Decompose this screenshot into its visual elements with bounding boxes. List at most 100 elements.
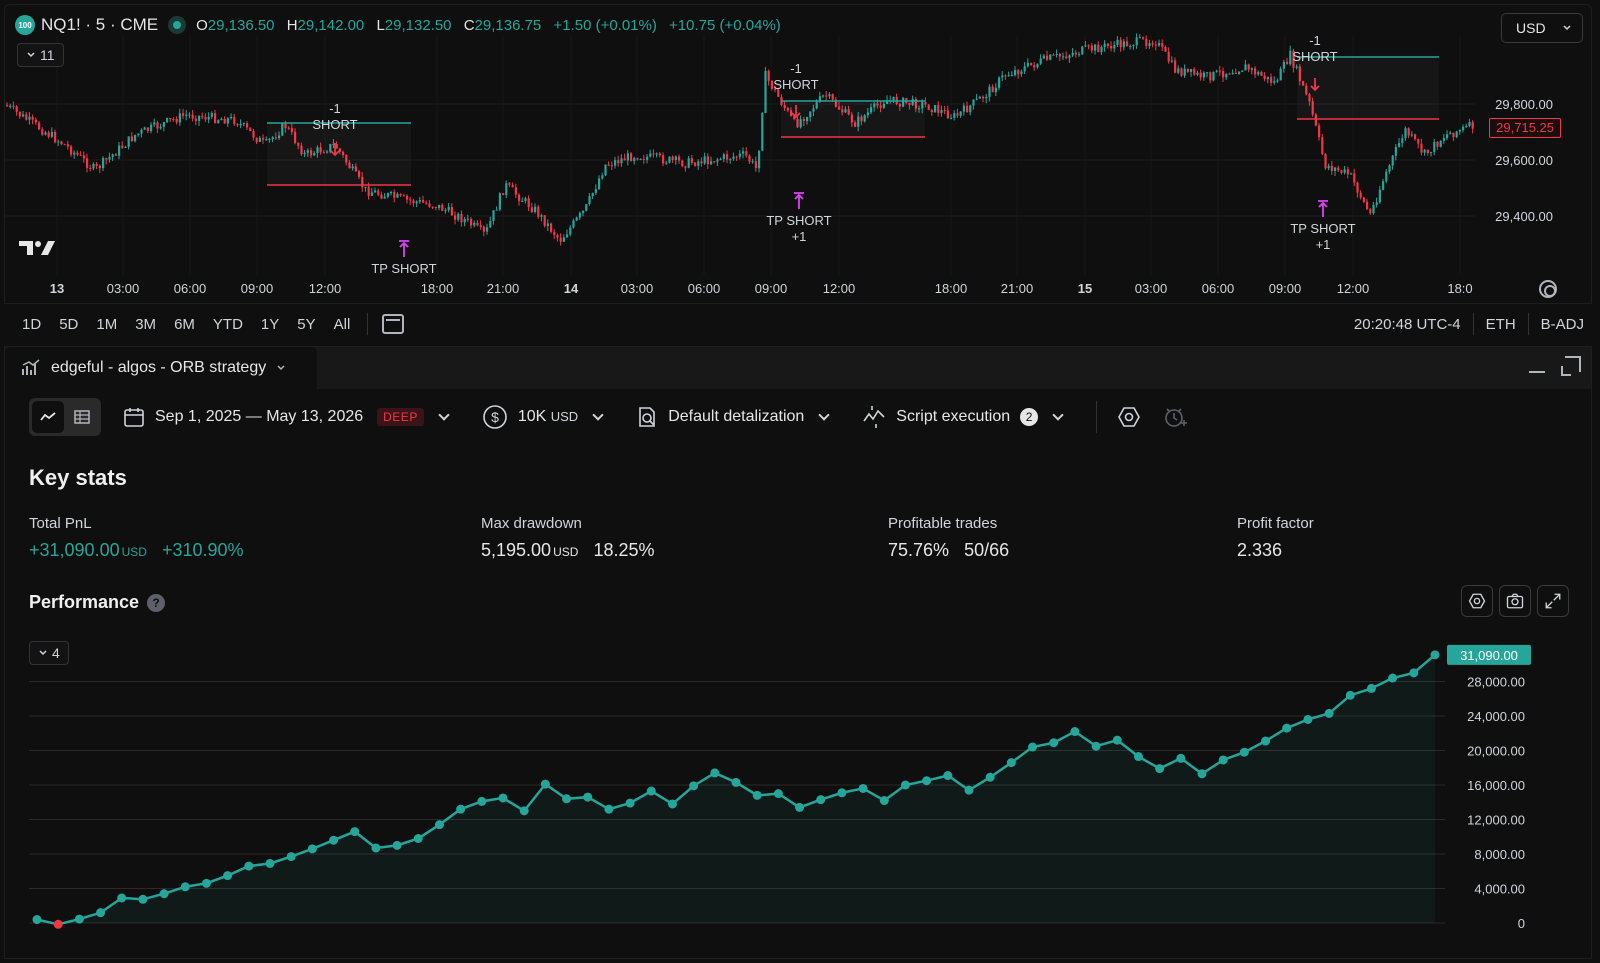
axis-settings-icon[interactable] bbox=[1539, 280, 1557, 298]
goto-date-icon[interactable] bbox=[382, 314, 405, 334]
symbol-name[interactable]: NQ1! · 5 · CME bbox=[41, 15, 159, 34]
tf-6m[interactable]: 6M bbox=[174, 315, 195, 333]
clock-display[interactable]: 20:20:48 UTC-4 bbox=[1353, 315, 1461, 333]
indicators-collapse-button[interactable]: 11 bbox=[17, 43, 64, 67]
chart-view-button[interactable] bbox=[32, 401, 64, 433]
chart-settings-button[interactable] bbox=[1461, 585, 1493, 617]
time-axis-label: 12:00 bbox=[309, 281, 342, 296]
performance-chart[interactable]: 0 4,000.00 8,000.00 12,000.00 16,000.00 20,00… bbox=[5, 627, 1593, 960]
stat-values: 75.76% 50/66 bbox=[888, 540, 1009, 561]
toolbar-divider bbox=[1096, 401, 1098, 433]
time-axis-label: 15 bbox=[1078, 281, 1092, 296]
candle-body bbox=[463, 218, 466, 223]
tf-5d[interactable]: 5D bbox=[59, 315, 79, 333]
candle-body bbox=[1078, 54, 1081, 56]
exit-qty-label: +1 bbox=[792, 229, 807, 244]
table-view-button[interactable] bbox=[66, 401, 98, 433]
strategy-tester-panel: edgeful - algos - ORB strategy Sep 1, 20… bbox=[4, 346, 1592, 959]
tf-all[interactable]: All bbox=[333, 315, 351, 333]
currency-select[interactable]: USD bbox=[1501, 13, 1583, 43]
candle-body bbox=[1103, 43, 1106, 48]
panel-tab-bar: edgeful - algos - ORB strategy bbox=[5, 347, 1591, 389]
tradingview-logo-icon[interactable] bbox=[19, 239, 55, 257]
snapshot-button[interactable] bbox=[1499, 585, 1531, 617]
equity-point bbox=[1409, 668, 1419, 678]
settings-hex-icon[interactable] bbox=[1115, 403, 1143, 431]
candle-body bbox=[793, 115, 796, 119]
high-value: 29,142.00 bbox=[297, 16, 365, 34]
candle-body bbox=[934, 105, 937, 113]
candle-body bbox=[79, 154, 82, 156]
candle-body bbox=[297, 142, 300, 146]
candle-body bbox=[748, 155, 751, 162]
equity-point bbox=[752, 790, 762, 800]
price-chart-pane[interactable]: -1 SHORT TP SHORT -1 SHORT TP SHORT +1 -1 SHORT T… bbox=[4, 4, 1592, 304]
performance-collapse-button[interactable]: 4 bbox=[29, 641, 69, 665]
minimize-icon[interactable] bbox=[1529, 371, 1545, 373]
candle-body bbox=[1215, 70, 1218, 72]
candle-body bbox=[767, 70, 770, 81]
time-axis-label: 12:00 bbox=[823, 281, 856, 296]
tf-ytd[interactable]: YTD bbox=[212, 315, 243, 333]
tf-5y[interactable]: 5Y bbox=[297, 315, 316, 333]
candle-body bbox=[12, 105, 15, 107]
candle-body bbox=[863, 115, 866, 122]
candle-body bbox=[527, 198, 530, 208]
initial-capital-select[interactable]: $ 10K USD bbox=[482, 404, 604, 430]
candle-body bbox=[710, 161, 713, 165]
tf-1y[interactable]: 1Y bbox=[260, 315, 280, 333]
candle-body bbox=[1260, 72, 1263, 76]
candle-body bbox=[1289, 50, 1292, 65]
candle-body bbox=[239, 123, 242, 126]
strategy-tab[interactable]: edgeful - algos - ORB strategy bbox=[5, 347, 317, 389]
adjustment-toggle[interactable]: B-ADJ bbox=[1540, 315, 1584, 333]
candle-body bbox=[1049, 54, 1052, 60]
candle-body bbox=[569, 227, 572, 235]
candle-body bbox=[1119, 39, 1122, 48]
script-execution-select[interactable]: Script execution 2 bbox=[862, 405, 1064, 429]
chevron-down-icon bbox=[39, 650, 47, 656]
candle-body bbox=[1238, 71, 1241, 74]
candle-body bbox=[502, 193, 505, 195]
settings-hex-icon bbox=[1468, 593, 1486, 609]
candle-body bbox=[175, 119, 178, 123]
candle-body bbox=[1401, 138, 1404, 143]
currency-value: USD bbox=[1516, 20, 1546, 36]
detalization-select[interactable]: Default detalization bbox=[636, 405, 830, 429]
help-icon[interactable]: ? bbox=[147, 593, 166, 612]
replay-icon[interactable] bbox=[1161, 403, 1189, 431]
tf-1m[interactable]: 1M bbox=[96, 315, 118, 333]
candle-body bbox=[1292, 50, 1295, 68]
fullscreen-button[interactable] bbox=[1537, 585, 1569, 617]
session-toggle[interactable]: ETH bbox=[1485, 315, 1516, 333]
candle-body bbox=[281, 123, 284, 136]
candle-body bbox=[1356, 182, 1359, 193]
candle-body bbox=[1145, 38, 1148, 46]
price-axis-label: 29,600.00 bbox=[1495, 153, 1553, 168]
candle-body bbox=[530, 207, 533, 213]
candle-body bbox=[1209, 72, 1212, 81]
candle-body bbox=[578, 212, 581, 218]
tf-1d[interactable]: 1D bbox=[22, 315, 42, 333]
candle-body bbox=[230, 116, 233, 119]
entry-qty-label: -1 bbox=[1309, 33, 1321, 48]
date-range-select[interactable]: Sep 1, 2025 — May 13, 2026 DEEP bbox=[123, 406, 450, 428]
candle-body bbox=[313, 153, 316, 156]
candle-body bbox=[1426, 149, 1429, 154]
equity-point bbox=[413, 833, 423, 843]
maximize-icon[interactable] bbox=[1561, 356, 1581, 376]
candle-body bbox=[898, 104, 901, 107]
total-pnl-unit: USD bbox=[121, 545, 147, 559]
candle-body bbox=[111, 154, 114, 157]
stat-label: Max drawdown bbox=[481, 515, 582, 532]
candle-body bbox=[1286, 61, 1289, 65]
stat-label: Profit factor bbox=[1237, 515, 1314, 532]
candle-body bbox=[124, 146, 127, 148]
panel-window-controls bbox=[1529, 355, 1581, 376]
chevron-down-icon[interactable] bbox=[276, 363, 286, 373]
tf-3m[interactable]: 3M bbox=[135, 315, 157, 333]
candle-body bbox=[310, 150, 313, 156]
status-divider bbox=[1472, 313, 1474, 335]
candle-body bbox=[470, 218, 473, 226]
